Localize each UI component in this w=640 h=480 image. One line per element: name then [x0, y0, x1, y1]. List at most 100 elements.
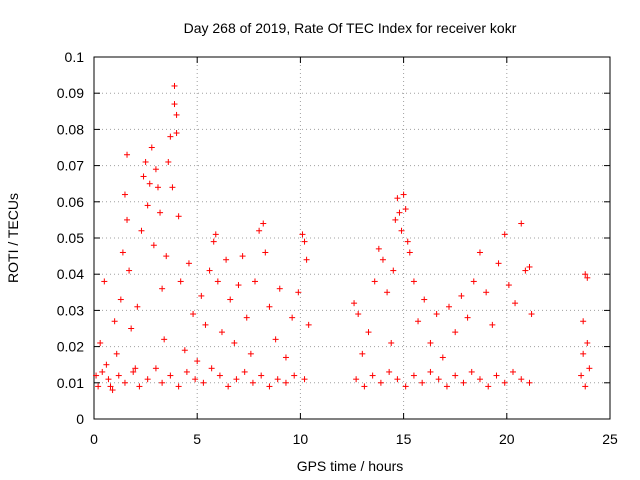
data-point	[167, 133, 174, 140]
data-point	[214, 278, 221, 285]
data-point	[218, 329, 225, 336]
data-point	[584, 339, 591, 346]
data-point	[146, 180, 153, 187]
data-point	[159, 285, 166, 292]
data-point	[404, 238, 411, 245]
data-point	[394, 195, 401, 202]
data-point	[489, 321, 496, 328]
data-point	[522, 267, 529, 274]
data-point	[369, 372, 376, 379]
data-point	[351, 300, 358, 307]
data-point	[101, 278, 108, 285]
y-tick-label: 0.09	[57, 85, 84, 101]
chart-title: Day 268 of 2019, Rate Of TEC Index for r…	[184, 20, 517, 36]
data-point	[402, 383, 409, 390]
data-point	[194, 358, 201, 365]
data-point	[303, 256, 310, 263]
data-point	[225, 383, 232, 390]
data-point	[501, 231, 508, 238]
data-point	[396, 209, 403, 216]
data-point	[206, 267, 213, 274]
data-point	[111, 318, 118, 325]
data-point	[152, 365, 159, 372]
y-tick-label: 0.05	[57, 230, 84, 246]
data-point	[262, 249, 269, 256]
data-point	[190, 311, 197, 318]
data-point	[446, 303, 453, 310]
data-point	[256, 227, 263, 234]
data-point	[586, 365, 593, 372]
data-point	[175, 213, 182, 220]
data-point	[400, 191, 407, 198]
data-point	[361, 383, 368, 390]
x-tick-label: 0	[90, 431, 98, 447]
x-tick-label: 15	[396, 431, 412, 447]
data-point	[439, 354, 446, 361]
data-point	[392, 216, 399, 223]
data-point	[282, 354, 289, 361]
data-point	[177, 278, 184, 285]
data-point	[124, 151, 131, 158]
data-point	[526, 379, 533, 386]
data-point	[266, 383, 273, 390]
data-point	[233, 376, 240, 383]
data-point	[493, 372, 500, 379]
data-point	[247, 350, 254, 357]
data-point	[136, 383, 143, 390]
data-point	[398, 227, 405, 234]
data-point	[119, 249, 126, 256]
data-point	[138, 227, 145, 234]
y-tick-label: 0.02	[57, 339, 84, 355]
data-point	[142, 158, 149, 165]
data-point	[375, 245, 382, 252]
data-point	[371, 278, 378, 285]
y-tick-label: 0.03	[57, 302, 84, 318]
data-point	[126, 267, 133, 274]
data-point	[460, 379, 467, 386]
x-tick-label: 25	[602, 431, 618, 447]
y-tick-label: 0.1	[65, 49, 85, 65]
data-point	[427, 339, 434, 346]
data-point	[154, 184, 161, 191]
data-point	[97, 339, 104, 346]
y-tick-label: 0.01	[57, 375, 84, 391]
data-point	[386, 368, 393, 375]
data-point	[582, 271, 589, 278]
data-point	[468, 368, 475, 375]
data-point	[175, 383, 182, 390]
data-point	[402, 206, 409, 213]
data-point	[231, 339, 238, 346]
data-point	[518, 220, 525, 227]
data-point	[140, 173, 147, 180]
data-point	[181, 347, 188, 354]
data-point	[274, 376, 281, 383]
data-point	[109, 387, 116, 394]
data-point	[301, 376, 308, 383]
y-tick-label: 0.08	[57, 121, 84, 137]
data-point	[235, 282, 242, 289]
data-point	[435, 376, 442, 383]
data-point	[419, 379, 426, 386]
data-point	[198, 292, 205, 299]
plot-frame	[93, 56, 611, 420]
data-point	[305, 321, 312, 328]
data-point	[483, 289, 490, 296]
data-point	[107, 383, 114, 390]
data-point	[476, 249, 483, 256]
data-point	[169, 184, 176, 191]
data-point	[167, 372, 174, 379]
data-point	[202, 321, 209, 328]
data-point	[227, 296, 234, 303]
data-point	[173, 111, 180, 118]
data-point	[223, 256, 230, 263]
data-point	[132, 365, 139, 372]
data-point	[173, 130, 180, 137]
data-point	[427, 368, 434, 375]
data-point	[144, 202, 151, 209]
x-axis-label: GPS time / hours	[297, 458, 404, 474]
data-point	[249, 379, 256, 386]
data-point	[390, 267, 397, 274]
data-point	[580, 318, 587, 325]
data-point	[148, 144, 155, 151]
